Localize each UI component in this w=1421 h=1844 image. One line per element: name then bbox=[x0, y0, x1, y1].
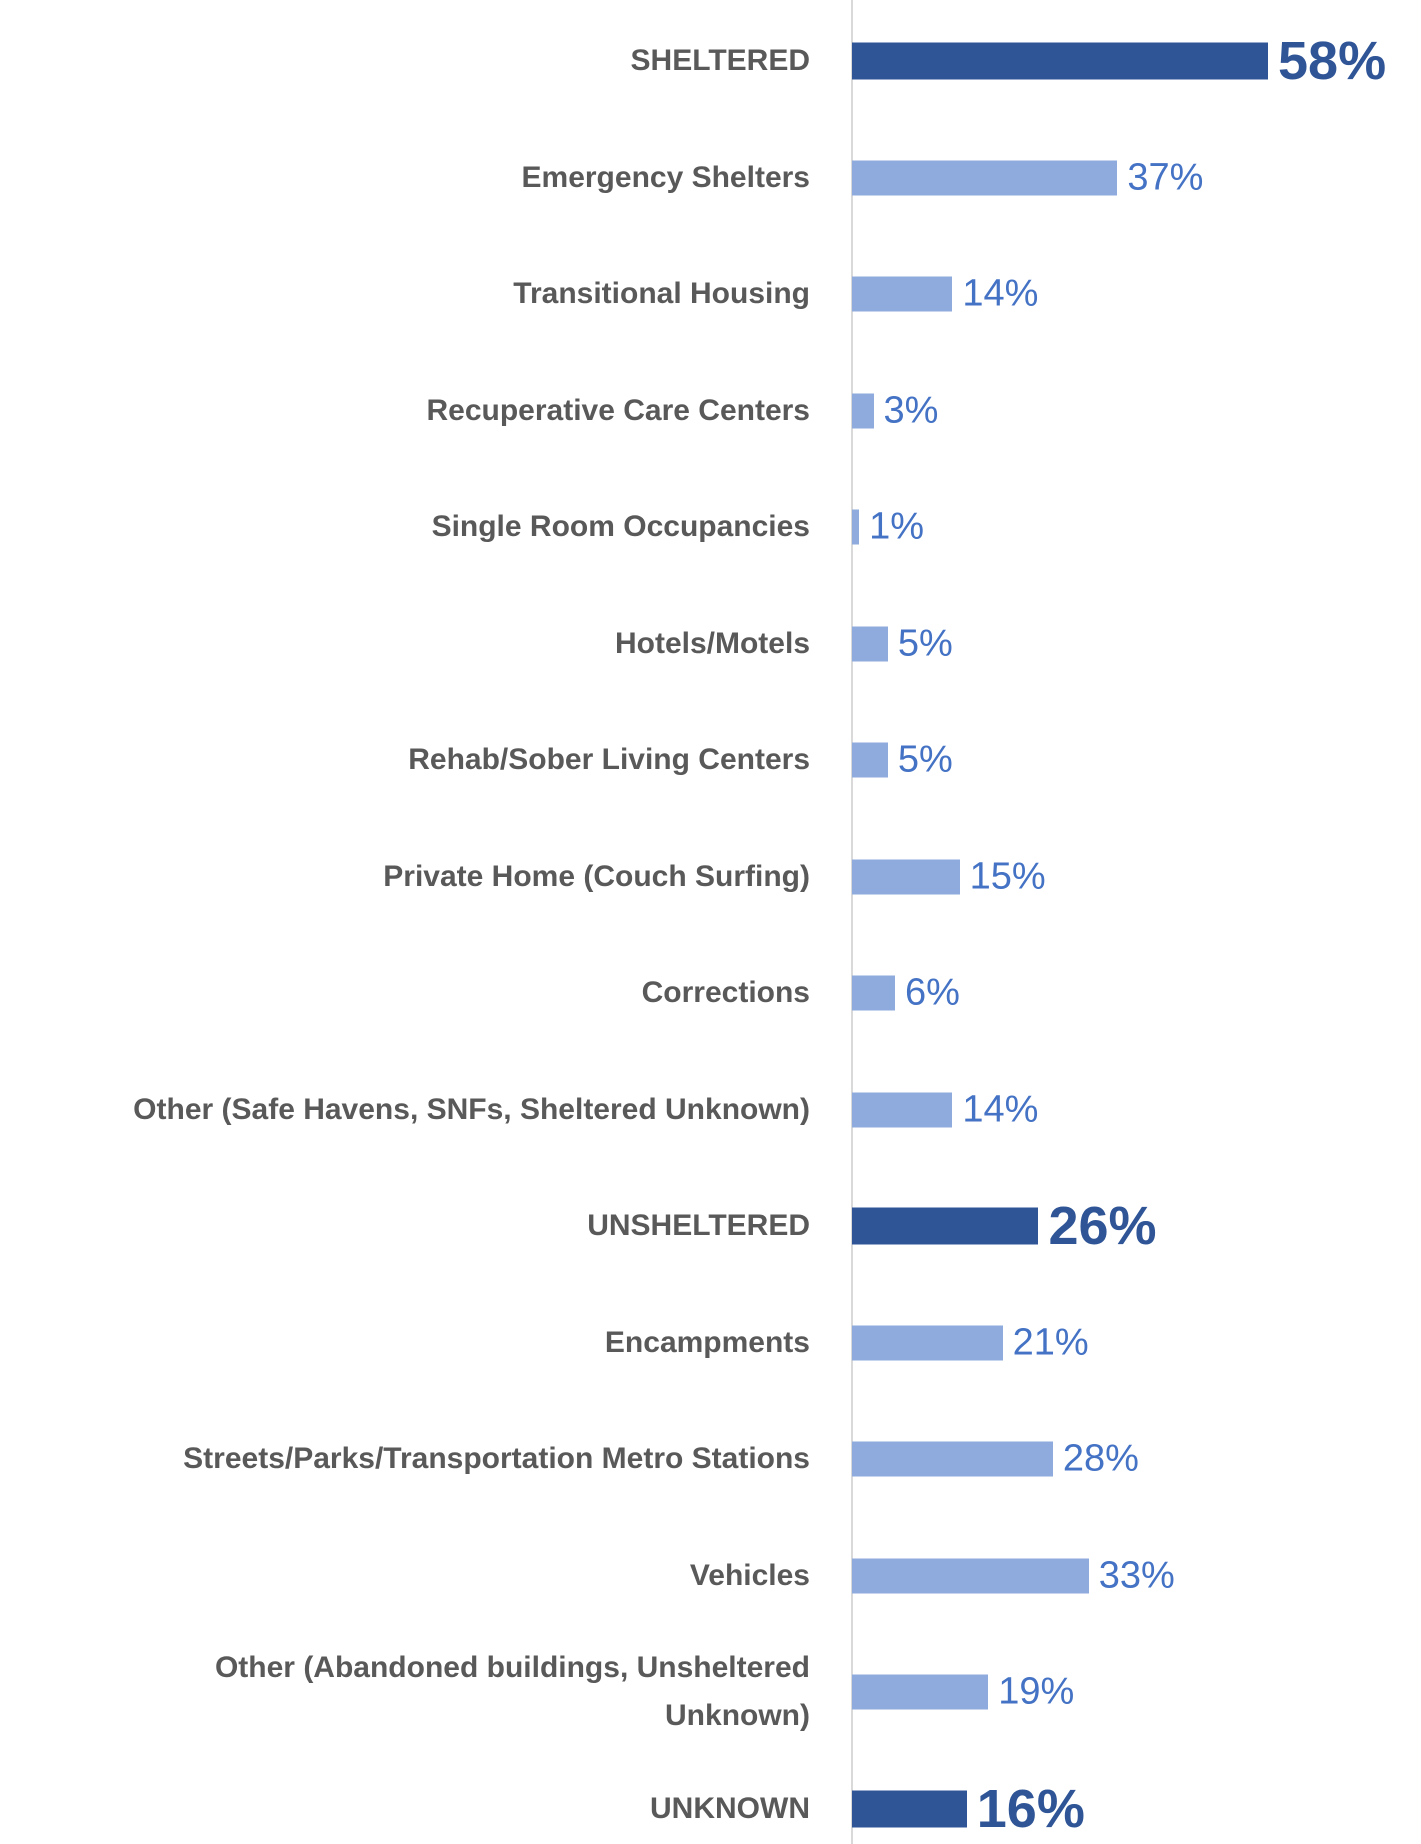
bar bbox=[852, 859, 960, 894]
bar bbox=[852, 742, 888, 778]
category-axis bbox=[851, 0, 853, 1844]
value-label: 28% bbox=[1062, 1437, 1139, 1480]
category-label: Streets/Parks/Transportation Metro Stati… bbox=[183, 1442, 810, 1475]
category-label: Other (Safe Havens, SNFs, Sheltered Unkn… bbox=[133, 1092, 810, 1126]
bar bbox=[852, 1441, 1053, 1477]
value-label: 5% bbox=[897, 622, 953, 664]
category-label: Emergency Shelters bbox=[521, 160, 810, 194]
bar bbox=[852, 276, 953, 312]
category-label: Transitional Housing bbox=[513, 277, 810, 310]
category-label: UNSHELTERED bbox=[587, 1209, 810, 1242]
bar bbox=[852, 1207, 1039, 1245]
value-label: 19% bbox=[998, 1670, 1075, 1713]
value-label: 3% bbox=[883, 389, 939, 431]
category-label: Corrections bbox=[641, 976, 810, 1009]
bar bbox=[852, 1558, 1089, 1593]
category-label: Encampments bbox=[604, 1325, 810, 1359]
value-label: 5% bbox=[897, 738, 953, 781]
value-label: 16% bbox=[976, 1778, 1085, 1839]
bar bbox=[852, 1092, 953, 1127]
category-label: Recuperative Care Centers bbox=[426, 393, 810, 427]
bar bbox=[852, 42, 1268, 80]
category-label: UNKNOWN bbox=[650, 1791, 810, 1825]
bar bbox=[852, 626, 888, 661]
value-label: 14% bbox=[962, 1088, 1039, 1130]
value-label: 15% bbox=[969, 855, 1046, 897]
value-label: 14% bbox=[962, 272, 1039, 315]
value-label: 26% bbox=[1048, 1196, 1157, 1256]
value-label: 21% bbox=[1012, 1321, 1089, 1363]
bar bbox=[852, 160, 1118, 195]
value-label: 33% bbox=[1098, 1554, 1175, 1596]
category-label: Hotels/Motels bbox=[614, 626, 810, 660]
bar bbox=[852, 975, 896, 1011]
category-label: Vehicles bbox=[689, 1558, 810, 1592]
value-label: 37% bbox=[1127, 156, 1204, 198]
bar bbox=[852, 1325, 1003, 1360]
bar bbox=[852, 509, 860, 545]
value-label: 6% bbox=[905, 971, 960, 1014]
value-label: 58% bbox=[1278, 31, 1387, 91]
category-label: Other (Abandoned buildings, Unsheltered … bbox=[214, 1651, 810, 1732]
bar bbox=[852, 1790, 967, 1827]
category-label: Rehab/Sober Living Centers bbox=[408, 743, 810, 776]
category-label: Private Home (Couch Surfing) bbox=[383, 859, 810, 893]
category-label: SHELTERED bbox=[630, 44, 810, 77]
category-label: Single Room Occupancies bbox=[431, 510, 810, 543]
value-label: 1% bbox=[869, 505, 925, 548]
bar bbox=[852, 1674, 989, 1710]
bar bbox=[852, 393, 874, 428]
